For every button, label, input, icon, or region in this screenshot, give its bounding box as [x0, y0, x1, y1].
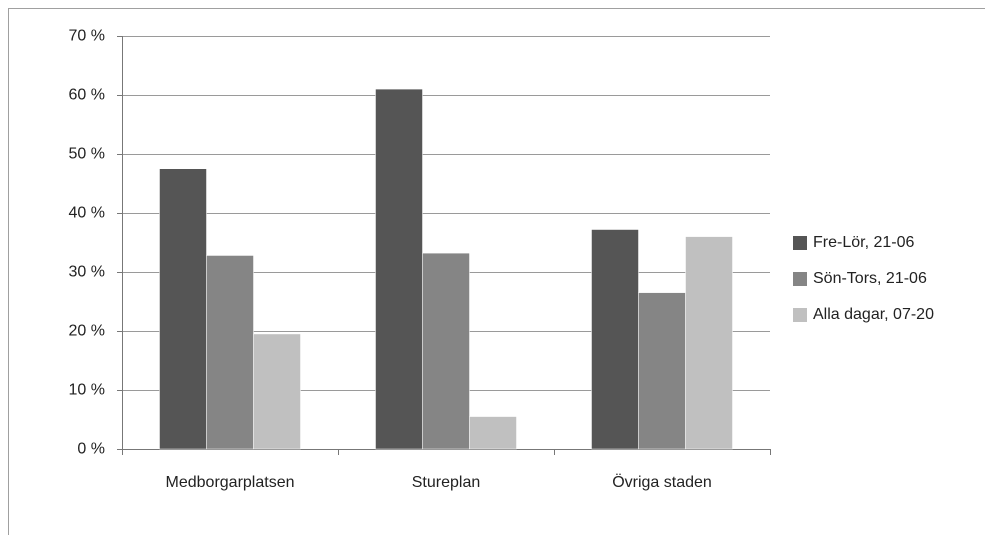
- y-tick-label: 60 %: [69, 87, 105, 104]
- y-tick-label: 40 %: [69, 205, 105, 222]
- bar: [375, 88, 423, 450]
- x-tick-label: Medborgarplatsen: [166, 474, 295, 491]
- x-tick-label: Övriga staden: [612, 473, 712, 491]
- y-tick-label: 0 %: [77, 441, 105, 458]
- bar: [685, 236, 733, 450]
- x-tick-label: Stureplan: [412, 474, 481, 491]
- legend-label: Fre-Lör, 21-06: [813, 234, 914, 251]
- chart-frame: [8, 8, 985, 535]
- y-tick-label: 30 %: [69, 264, 105, 281]
- bar: [159, 168, 207, 450]
- legend-label: Alla dagar, 07-20: [813, 306, 934, 323]
- bar: [469, 416, 517, 450]
- y-tick-label: 10 %: [69, 382, 105, 399]
- legend-swatch: [793, 272, 807, 286]
- legend-label: Sön-Tors, 21-06: [813, 270, 927, 287]
- legend-swatch: [793, 236, 807, 250]
- bar: [591, 229, 639, 450]
- y-tick-label: 50 %: [69, 146, 105, 163]
- bar: [253, 333, 301, 450]
- bar: [206, 255, 254, 450]
- y-tick-label: 20 %: [69, 323, 105, 340]
- bar: [638, 292, 686, 450]
- y-tick-label: 70 %: [69, 28, 105, 45]
- bar: [422, 252, 470, 450]
- legend-swatch: [793, 308, 807, 322]
